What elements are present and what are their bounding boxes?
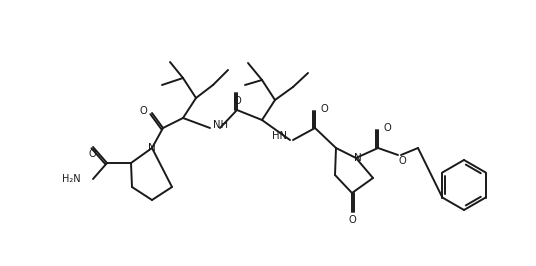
Text: O: O <box>320 104 328 114</box>
Text: O: O <box>398 156 406 166</box>
Text: O: O <box>348 215 356 225</box>
Text: O: O <box>139 106 147 116</box>
Text: O: O <box>383 123 391 133</box>
Text: O: O <box>233 96 241 106</box>
Text: H₂N: H₂N <box>62 174 81 184</box>
Text: O: O <box>88 149 96 159</box>
Text: HN: HN <box>272 131 287 141</box>
Text: N: N <box>354 153 362 163</box>
Text: N: N <box>148 143 156 153</box>
Text: NH: NH <box>213 120 228 130</box>
